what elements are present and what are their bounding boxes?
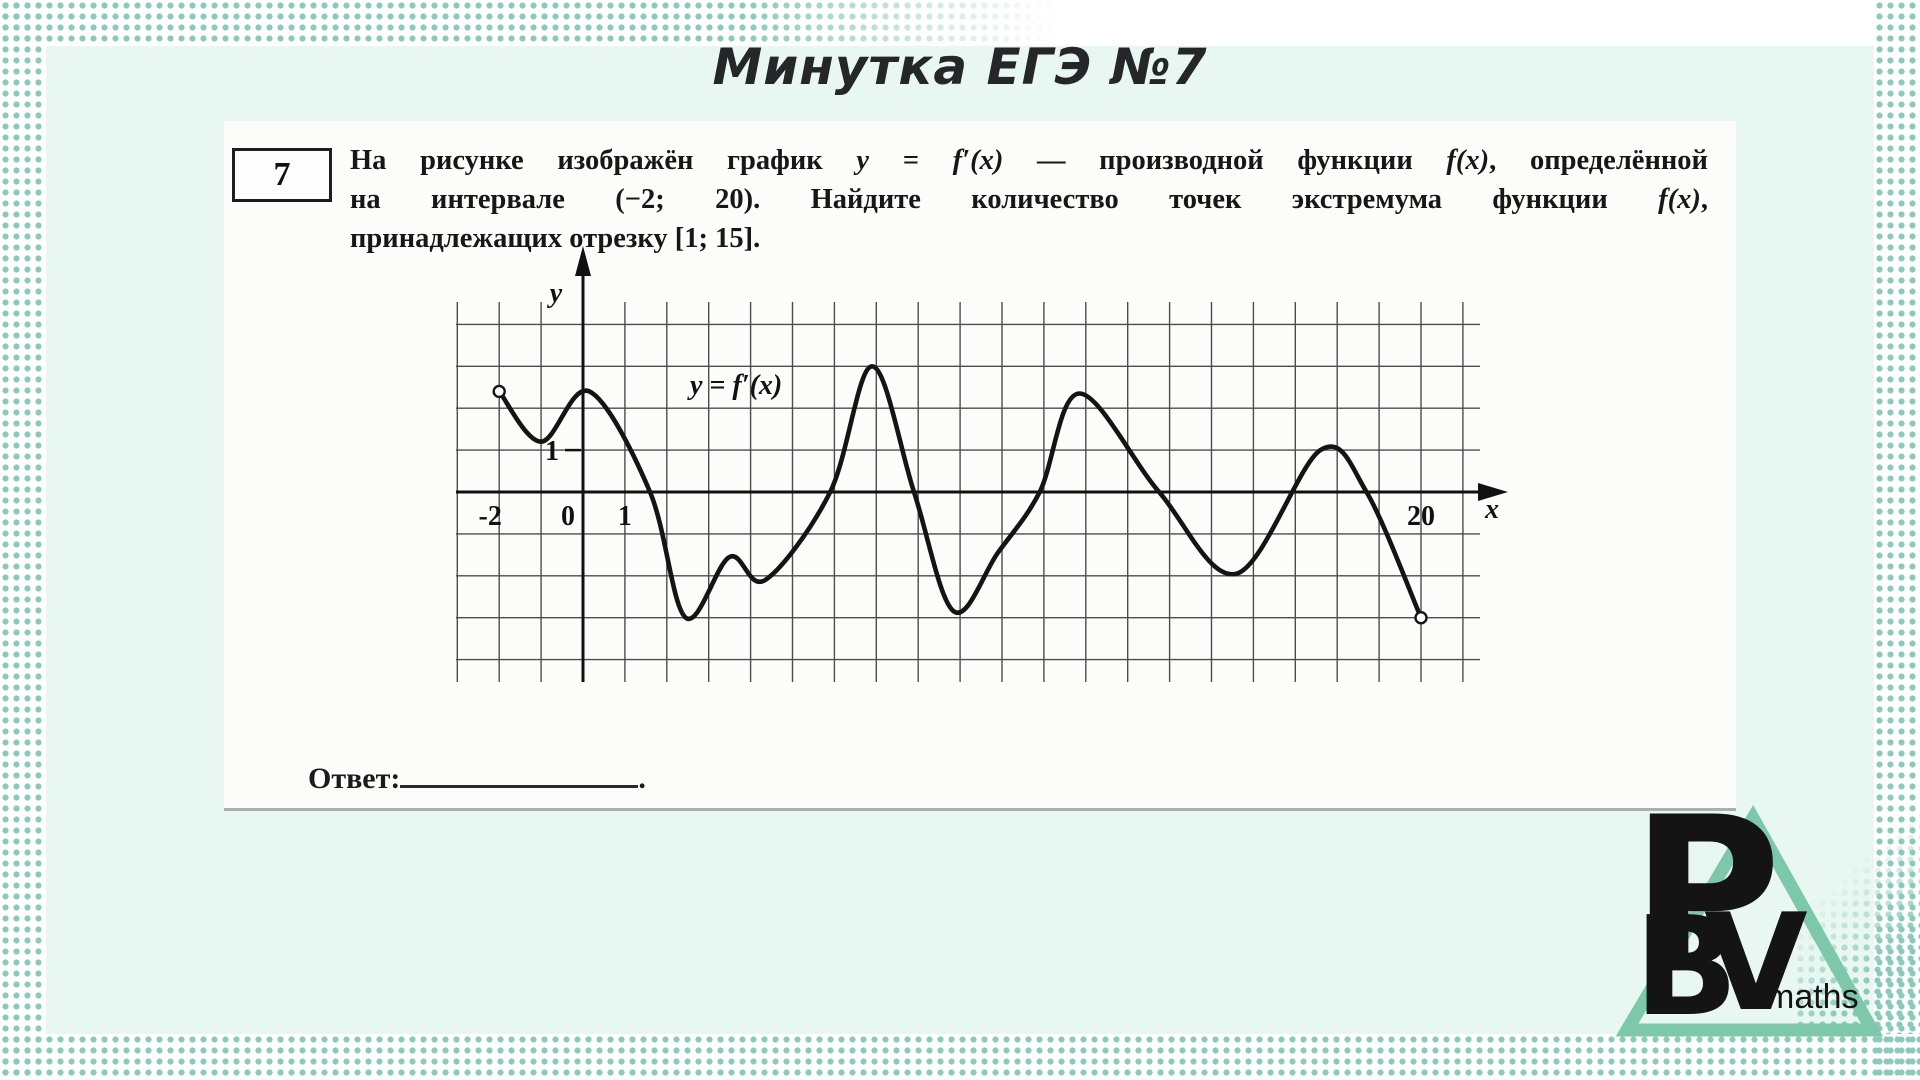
- problem-text-line: на интервале (−2; 20). Найдите количеств…: [350, 184, 1708, 215]
- halftone-top-band: [0, 0, 1060, 46]
- logo-letter-v: V: [1704, 885, 1808, 1041]
- x-axis-arrow-icon: [1478, 483, 1508, 501]
- y-axis-arrow-icon: [575, 246, 591, 276]
- halftone-left-band: [0, 0, 46, 1080]
- problem-card: 7 На рисунке изображён график y = f′(x) …: [224, 121, 1736, 811]
- logo-letter-p: P: [1631, 788, 1781, 1012]
- problem-text: На рисунке изображён график y = f′(x) — …: [350, 141, 1708, 258]
- pbv-logo-svg: P B V maths: [1615, 774, 1884, 1047]
- x-tick-label: 0: [561, 501, 575, 532]
- x-axis-label: x: [1484, 494, 1499, 525]
- curve-equation-label: y = f′(x): [687, 370, 782, 401]
- problem-text-line: принадлежащих отрезку [1; 15].: [350, 223, 761, 254]
- x-tick-label: 1: [618, 501, 632, 532]
- pbv-maths-logo: P B V maths: [1608, 774, 1888, 1047]
- answer-blank-line: [400, 757, 639, 788]
- x-tick-label: -2: [479, 501, 502, 532]
- problem-number: 7: [273, 156, 291, 193]
- logo-letter-b: B: [1634, 888, 1738, 1044]
- open-endpoint-marker: [492, 384, 506, 399]
- answer-row: Ответ:.: [308, 757, 646, 796]
- y-tick-label: 1: [545, 436, 559, 467]
- logo-triangle-icon: [1615, 805, 1884, 1037]
- x-tick-label: 20: [1407, 501, 1435, 532]
- page-title: Минутка ЕГЭ №7: [712, 38, 1208, 96]
- derivative-graph-svg: y x -2 0 1 20 1 y = f′(x): [456, 246, 1508, 682]
- answer-suffix: .: [638, 762, 646, 795]
- problem-text-line: На рисунке изображён график y = f′(x) — …: [350, 145, 1708, 176]
- open-endpoint-marker: [1414, 611, 1428, 625]
- halftone-bottom-band: [0, 1034, 1920, 1080]
- derivative-curve: [496, 363, 1424, 622]
- logo-sub-text: maths: [1766, 978, 1859, 1016]
- answer-label: Ответ:: [308, 762, 401, 795]
- problem-number-box: 7: [232, 148, 332, 202]
- y-axis-label: y: [547, 278, 563, 309]
- derivative-graph: y x -2 0 1 20 1 y = f′(x): [440, 230, 1530, 700]
